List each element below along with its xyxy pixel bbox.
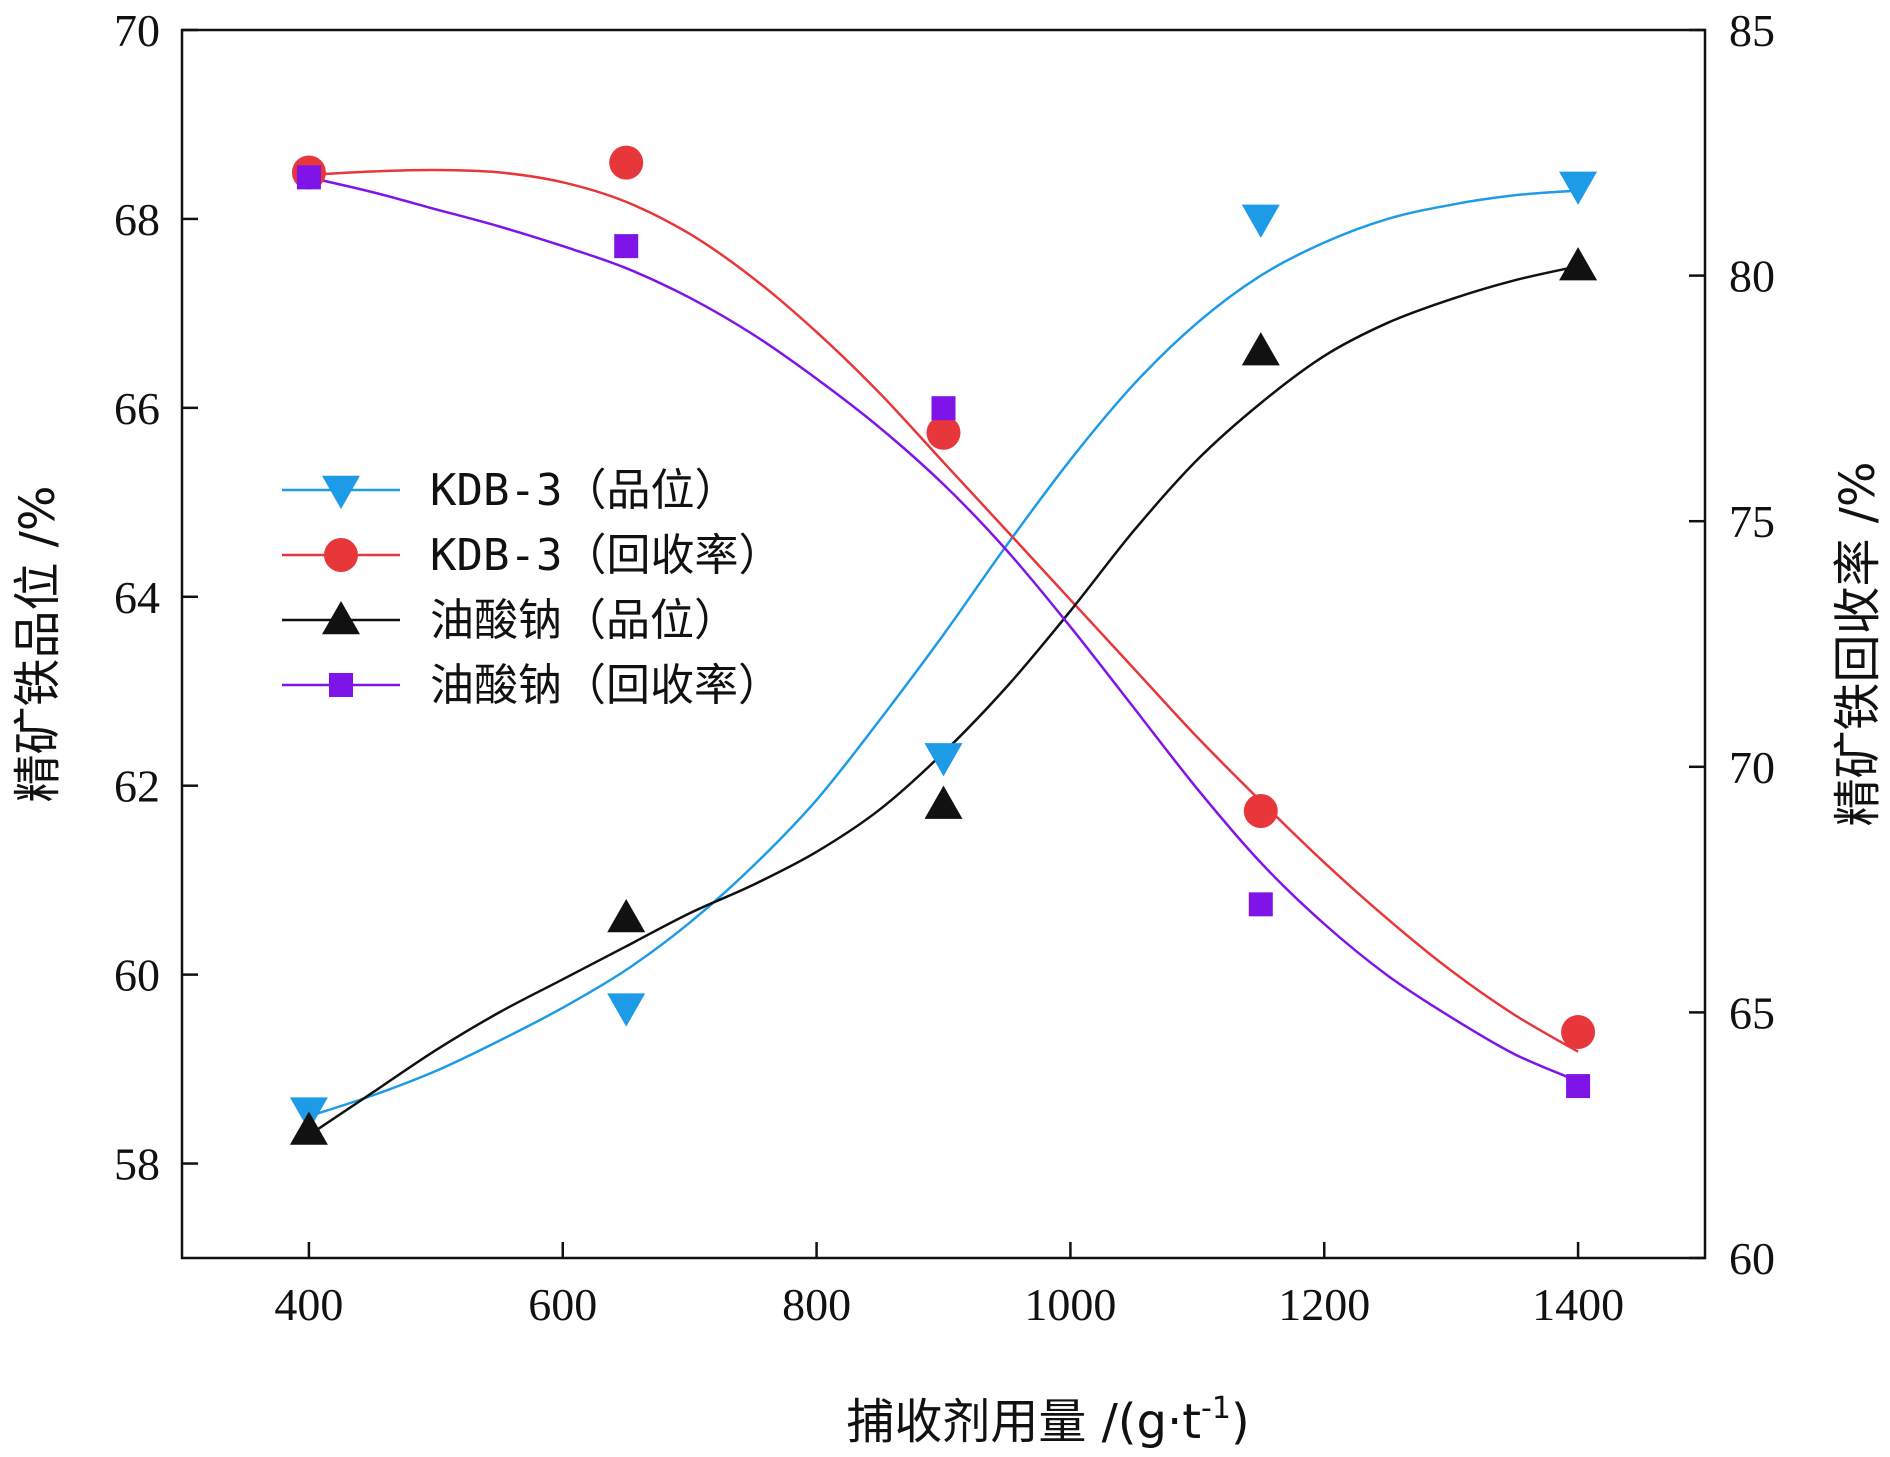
fit-line-series-4 (308, 176, 1579, 1083)
y-right-tick-label: 60 (1729, 1233, 1775, 1284)
legend-label: KDB-3（回收率） (430, 530, 782, 581)
legend-marker (324, 538, 358, 572)
data-point-series-1 (1241, 204, 1280, 238)
data-point-series-4 (614, 234, 639, 259)
y-left-tick-label: 64 (114, 572, 160, 623)
legend-label: 油酸钠（品位） (430, 595, 738, 646)
data-point-series-1 (1559, 171, 1598, 205)
legend-label: KDB-3（品位） (430, 465, 738, 516)
legend-item: KDB-3（回收率） (282, 530, 782, 581)
legend-item: 油酸钠（回收率） (282, 660, 782, 711)
y-left-tick-label: 58 (114, 1139, 160, 1190)
fit-lines (308, 168, 1579, 1137)
legend-item: 油酸钠（品位） (282, 595, 738, 646)
y-right-axis-title: 精矿铁回收率 /% (1830, 461, 1886, 826)
y-left-tick-label: 68 (114, 194, 160, 245)
y-left-axis: 58 60 62 64 66 68 70 (114, 5, 198, 1190)
y-right-axis: 60 65 70 75 80 85 (1689, 5, 1775, 1284)
fit-line-series-1 (308, 189, 1579, 1118)
x-axis: 400 600 800 1000 1200 1400 (274, 1242, 1624, 1330)
data-point-series-1 (924, 743, 963, 777)
x-tick-label: 800 (782, 1279, 851, 1330)
y-right-tick-label: 80 (1729, 251, 1775, 302)
legend-label: 油酸钠（回收率） (430, 660, 782, 711)
data-point-series-2 (609, 145, 644, 180)
x-tick-label: 1200 (1278, 1279, 1370, 1330)
x-tick-label: 600 (528, 1279, 597, 1330)
x-tick-label: 400 (274, 1279, 343, 1330)
data-point-series-3 (607, 898, 646, 933)
y-right-tick-label: 65 (1729, 987, 1775, 1038)
x-axis-title: 捕收剂用量 /(g·t-1) (846, 1391, 1249, 1450)
data-point-series-4 (1566, 1074, 1591, 1099)
data-point-series-2 (1243, 794, 1278, 829)
y-left-tick-label: 62 (114, 761, 160, 812)
data-point-series-2 (1561, 1015, 1596, 1050)
y-right-tick-label: 85 (1729, 5, 1775, 56)
data-point-series-3 (1241, 332, 1280, 366)
x-tick-label: 1000 (1024, 1279, 1116, 1330)
legend-marker (322, 601, 360, 635)
legend-item: KDB-3（品位） (282, 465, 738, 516)
y-left-tick-label: 60 (114, 950, 160, 1001)
legend: KDB-3（品位） KDB-3（回收率） 油酸钠（品位） 油酸钠（回收率） (282, 465, 782, 711)
x-tick-label: 1400 (1532, 1279, 1624, 1330)
data-point-series-4 (1248, 892, 1273, 917)
data-point-series-4 (296, 165, 321, 190)
data-point-series-4 (931, 396, 956, 421)
data-point-series-3 (924, 785, 963, 819)
data-point-series-3 (289, 1111, 328, 1145)
data-point-series-3 (1559, 247, 1598, 281)
data-markers (289, 145, 1598, 1145)
data-point-series-2 (926, 415, 961, 450)
legend-marker (322, 475, 360, 509)
y-right-tick-label: 75 (1729, 496, 1775, 547)
y-left-tick-label: 66 (114, 383, 160, 434)
y-right-tick-label: 70 (1729, 742, 1775, 793)
fit-line-series-2 (308, 168, 1579, 1053)
data-point-series-1 (607, 993, 646, 1027)
legend-marker (329, 673, 353, 697)
y-left-tick-label: 70 (114, 5, 160, 56)
y-left-axis-title: 精矿铁品位 /% (10, 485, 66, 802)
plot-frame (180, 28, 1707, 1260)
